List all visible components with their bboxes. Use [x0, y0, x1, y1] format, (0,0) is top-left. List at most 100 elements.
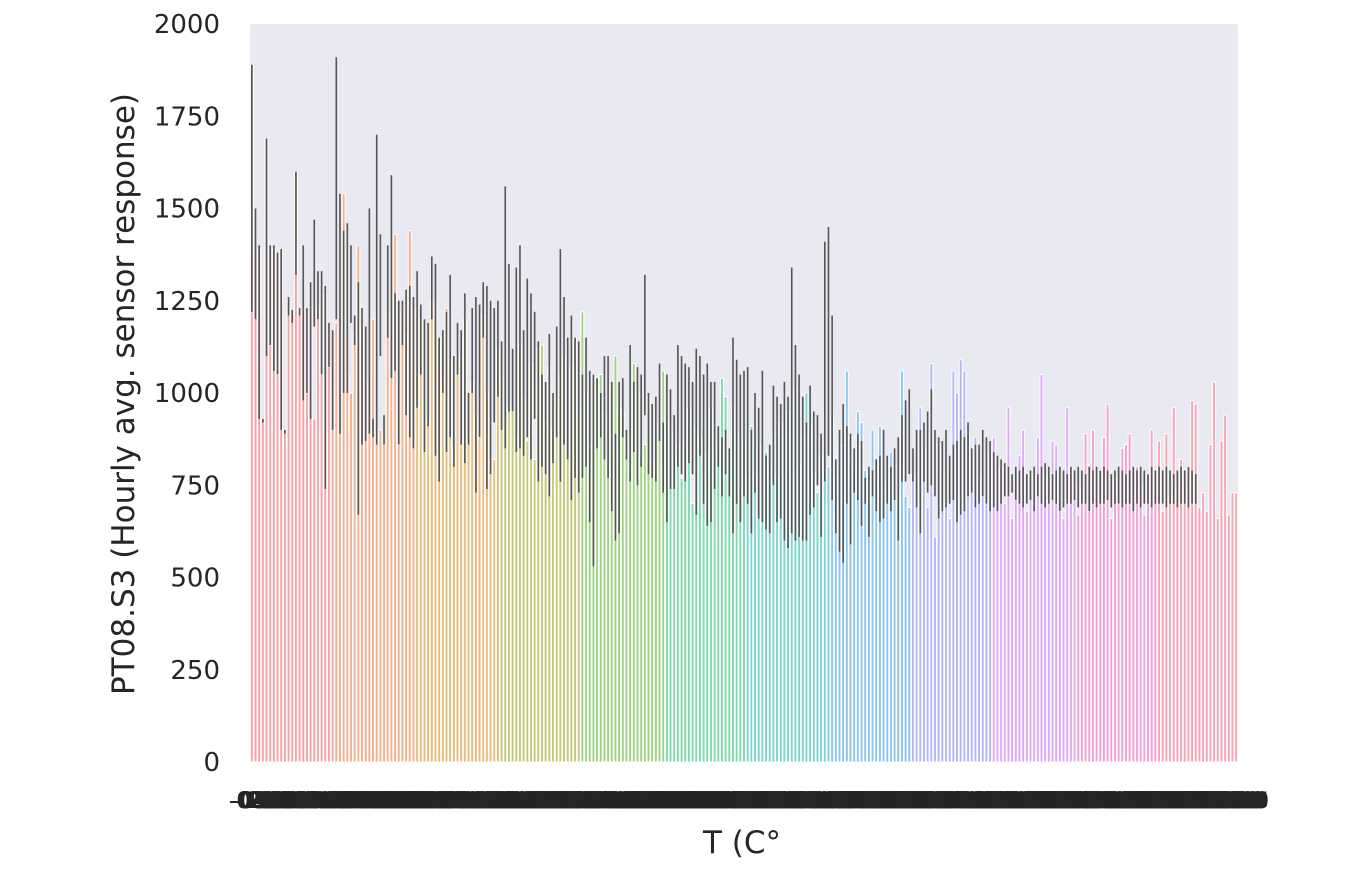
x-axis-label: T (C°	[702, 825, 781, 861]
x-tick-label: 14.0	[298, 789, 347, 814]
x-tick-label: 2.0	[246, 789, 281, 814]
bar	[933, 536, 937, 763]
x-tick-label: 19.1	[323, 789, 372, 814]
x-tick-label: 18.9	[322, 789, 371, 814]
x-tick-label: 4.5	[258, 789, 293, 814]
bar	[451, 444, 456, 763]
x-tick-label: 18.6	[321, 789, 370, 814]
x-tick-label: 20.7	[331, 789, 380, 814]
x-tick-label: 10.1	[279, 789, 328, 814]
bar	[1094, 495, 1099, 763]
bar	[268, 344, 273, 763]
x-tick-label: 12.0	[288, 789, 337, 814]
bar	[363, 433, 368, 763]
x-tick-label: 9.1	[281, 789, 316, 814]
x-tick-label: 10.3	[280, 789, 329, 814]
bar	[297, 309, 302, 763]
bar	[657, 422, 662, 763]
bar	[290, 313, 295, 763]
x-tick-label: 14.3	[300, 789, 349, 814]
x-tick-label: 10.2	[279, 789, 328, 814]
bar	[984, 503, 989, 763]
x-tick-label: 11.2	[284, 789, 333, 814]
bar	[855, 410, 860, 763]
x-tick-label: 10.4	[280, 789, 329, 814]
bar	[925, 506, 930, 763]
bar	[378, 429, 383, 763]
bar	[1120, 447, 1125, 763]
bar	[999, 466, 1004, 763]
bar	[525, 440, 530, 763]
bar	[804, 392, 809, 763]
x-axis-ticks: -0.9-0.7-0.6-0.5-0.4-0.3-0.20.00.10.20.3…	[229, 789, 1269, 814]
bar	[980, 495, 985, 763]
x-tick-label: 9.6	[283, 789, 318, 814]
x-tick-label: 11.5	[286, 789, 335, 814]
bar	[1193, 403, 1198, 763]
x-tick-label: 1.7	[245, 789, 280, 814]
x-tick-label: 18.3	[319, 789, 368, 814]
bar	[811, 473, 816, 763]
x-tick-label: 20.0	[328, 789, 377, 814]
x-tick-label: 11.4	[285, 789, 334, 814]
x-tick-label: 0.0	[236, 789, 271, 814]
bar	[1164, 433, 1169, 763]
x-tick-label: 22.9	[342, 789, 391, 814]
x-tick-label: 15.5	[306, 789, 355, 814]
x-tick-label: 10.6	[281, 789, 330, 814]
bar	[1182, 484, 1187, 763]
x-tick-label: 1.8	[245, 789, 280, 814]
x-tick-label: 7.4	[273, 789, 308, 814]
bar	[1109, 517, 1114, 763]
x-tick-label: 18.2	[319, 789, 368, 814]
x-tick-label: 19.7	[326, 789, 375, 814]
x-tick-label: 18.4	[320, 789, 369, 814]
x-tick-label: 5.2	[262, 789, 297, 814]
bar	[1175, 488, 1180, 763]
x-tick-label: -0.4	[231, 789, 274, 814]
x-tick-label: 12.6	[291, 789, 340, 814]
x-tick-label: 17.2	[314, 789, 363, 814]
x-tick-label: 0.6	[239, 789, 274, 814]
x-tick-label: 14.9	[303, 789, 352, 814]
bar	[1090, 429, 1095, 763]
bar	[991, 436, 996, 763]
x-tick-label: 14.2	[299, 789, 348, 814]
bar	[863, 469, 868, 763]
bar	[1006, 407, 1011, 763]
x-tick-label: 0.4	[238, 789, 273, 814]
x-tick-label: 15.1	[304, 789, 353, 814]
x-tick-label: 2.5	[248, 789, 283, 814]
bar	[749, 425, 754, 763]
x-tick-label: 11.8	[287, 789, 336, 814]
x-tick-label: 13.1	[294, 789, 343, 814]
x-tick-label: 21.6	[336, 789, 385, 814]
bar	[304, 392, 309, 763]
x-tick-label: 6.4	[268, 789, 303, 814]
x-tick-label: 20.2	[329, 789, 378, 814]
bar	[415, 374, 420, 763]
x-tick-label: 13.2	[294, 789, 343, 814]
bar	[760, 495, 765, 763]
bar	[1013, 499, 1018, 763]
bar	[672, 458, 677, 763]
x-tick-label: 9.5	[283, 789, 318, 814]
bar	[977, 477, 982, 763]
x-tick-label: 19.6	[326, 789, 375, 814]
bar	[1168, 495, 1173, 763]
bar	[532, 458, 537, 763]
y-tick-label: 2000	[154, 10, 220, 40]
bar	[514, 436, 519, 763]
x-tick-label: 20.3	[329, 789, 378, 814]
x-tick-label: 4.7	[259, 789, 294, 814]
x-tick-label: 17.6	[316, 789, 365, 814]
bar	[551, 429, 555, 763]
bar	[1068, 466, 1073, 763]
bar	[661, 370, 666, 763]
bar	[914, 488, 919, 763]
x-tick-label: 17.3	[314, 789, 363, 814]
bar	[624, 436, 629, 763]
x-tick-label: 4.9	[260, 789, 295, 814]
bars	[249, 64, 1239, 763]
x-tick-label: 16.6	[311, 789, 360, 814]
